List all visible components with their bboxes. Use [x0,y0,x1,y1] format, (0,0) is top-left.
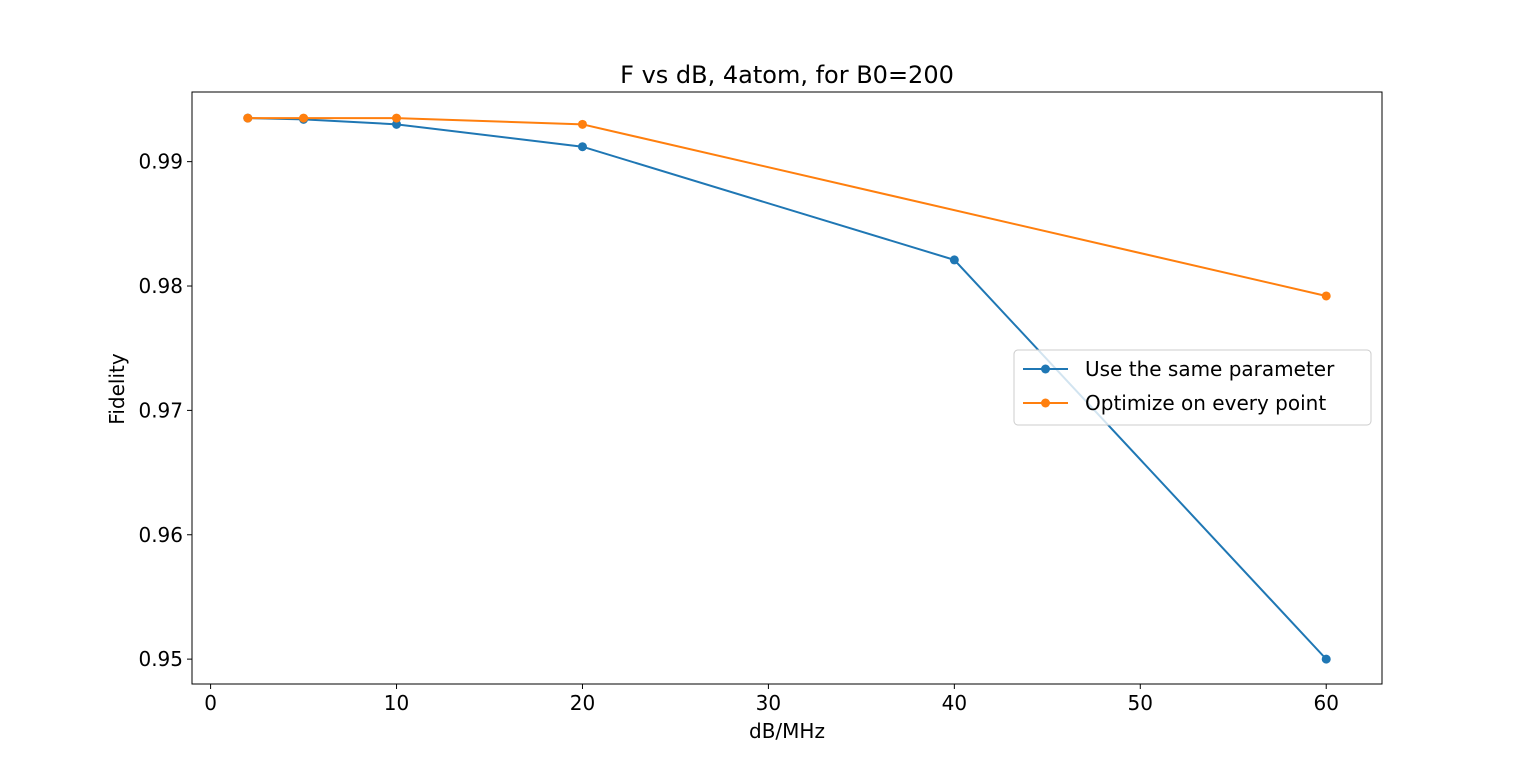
legend-marker [1041,398,1050,408]
series-layer [243,113,1331,664]
data-point [243,113,253,123]
y-axis-title: Fidelity [105,353,129,425]
x-tick-label: 50 [1128,691,1153,715]
y-tick-label: 0.97 [138,398,183,422]
x-axis-title: dB/MHz [749,719,825,743]
legend-label: Use the same parameter [1085,357,1335,381]
chart-title: F vs dB, 4atom, for B0=200 [620,61,954,89]
series [243,113,1331,301]
legend: Use the same parameter Optimize on every … [1013,349,1372,426]
data-point [299,113,309,123]
y-tick-label: 0.96 [138,523,183,547]
data-point [949,255,959,265]
series-line [247,117,1327,660]
data-point [1321,654,1331,664]
data-point [392,113,402,123]
x-tick-label: 0 [204,691,217,715]
legend-entry: Optimize on every point [1023,391,1326,415]
data-point [392,119,402,129]
x-tick-label: 30 [756,691,781,715]
legend-marker [1041,364,1050,374]
legend-entry: Use the same parameter [1023,357,1335,381]
y-tick-label: 0.98 [138,274,183,298]
data-point [577,119,587,129]
y-tick-label: 0.99 [138,150,183,174]
data-point [577,142,587,152]
x-tick-label: 10 [384,691,409,715]
plot-frame [191,91,1383,685]
x-axis: 0 10 20 30 40 50 60 [204,684,1339,715]
legend-box [1013,349,1372,426]
x-tick-label: 40 [942,691,967,715]
x-tick-label: 60 [1313,691,1338,715]
x-tick-label: 20 [570,691,595,715]
legend-label: Optimize on every point [1085,391,1326,415]
y-tick-label: 0.95 [138,647,183,671]
y-axis: 0.95 0.96 0.97 0.98 0.99 [138,150,192,671]
data-point [1321,291,1331,301]
